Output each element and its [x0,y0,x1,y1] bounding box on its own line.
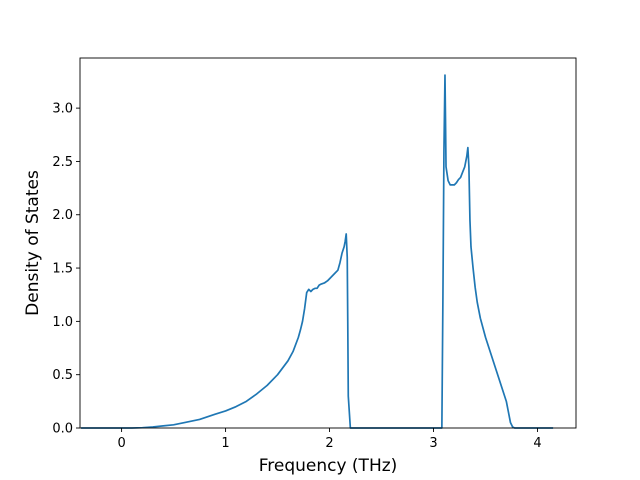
x-tick-label: 3 [429,436,437,451]
x-tick-label: 1 [221,436,229,451]
dos-series-line [81,74,554,429]
x-axis-ticks: 0 1 2 3 4 [117,428,542,451]
x-tick-label: 2 [325,436,333,451]
y-axis-label: Density of States [23,170,43,316]
y-tick-label: 1.5 [52,262,73,277]
x-tick-label: 0 [117,436,125,451]
y-tick-label: 1.0 [52,315,73,330]
plot-area [79,57,577,429]
y-axis-ticks: 0.0 0.5 1.0 1.5 2.0 2.5 3.0 [52,102,80,437]
y-tick-label: 3.0 [52,102,73,117]
y-tick-label: 0.5 [52,368,73,383]
x-tick-label: 4 [533,436,541,451]
x-axis-label: Frequency (THz) [259,456,398,476]
y-tick-label: 2.0 [52,208,73,223]
y-tick-label: 2.5 [52,155,73,170]
y-tick-label: 0.0 [52,422,73,437]
axes-frame [79,57,577,429]
